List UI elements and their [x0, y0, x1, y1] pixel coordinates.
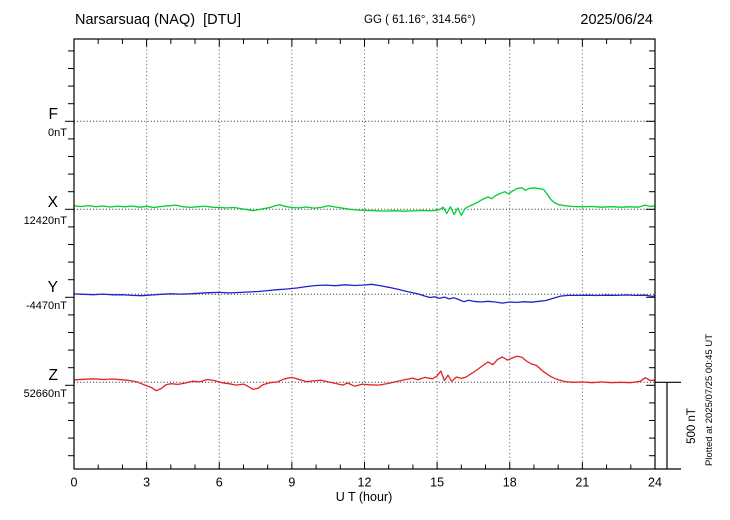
component-label-Z: Z: [49, 367, 58, 384]
x-tick-label-0: 0: [71, 476, 78, 490]
x-tick-label-12: 12: [358, 476, 372, 490]
x-tick-label-6: 6: [216, 476, 223, 490]
component-label-X: X: [48, 194, 59, 211]
component-label-F: F: [49, 106, 58, 123]
traces-layer: [73, 187, 656, 392]
x-tick-label-15: 15: [430, 476, 444, 490]
x-axis-title: U T (hour): [336, 490, 393, 504]
series-labels-layer: F 0nT X 12420nT Y -4470nT Z 52660nT: [24, 106, 68, 400]
plot-frame: [73, 38, 656, 470]
x-tick-label-3: 3: [143, 476, 150, 490]
component-baseline-value-X: 12420nT: [24, 215, 68, 227]
geographic-coords: GG ( 61.16°, 314.56°): [364, 14, 476, 26]
component-baseline-value-Z: 52660nT: [24, 388, 68, 400]
plot-date: 2025/06/24: [580, 12, 653, 28]
gridlines-layer: [146, 39, 583, 469]
trace-Z: [73, 355, 656, 392]
x-tick-label-24: 24: [648, 476, 662, 490]
component-baseline-value-F: 0nT: [48, 127, 67, 139]
x-tick-label-21: 21: [575, 476, 589, 490]
scale-bar: [655, 381, 681, 470]
ticks-layer: [65, 39, 656, 469]
component-label-Y: Y: [48, 279, 58, 296]
x-tick-label-18: 18: [503, 476, 517, 490]
scale-bar-label: 500 nT: [686, 408, 698, 444]
x-tick-label-9: 9: [288, 476, 295, 490]
component-baseline-value-Y: -4470nT: [26, 300, 67, 312]
trace-Y: [73, 283, 656, 304]
x-tick-labels-layer: 0 3 6 9 12 15 18 21 24: [71, 476, 662, 490]
station-title: Narsarsuaq (NAQ) [DTU]: [75, 12, 241, 28]
plotted-at-caption: Plotted at 2025/07/25 00:45 UT: [704, 334, 715, 466]
trace-X: [73, 187, 656, 216]
